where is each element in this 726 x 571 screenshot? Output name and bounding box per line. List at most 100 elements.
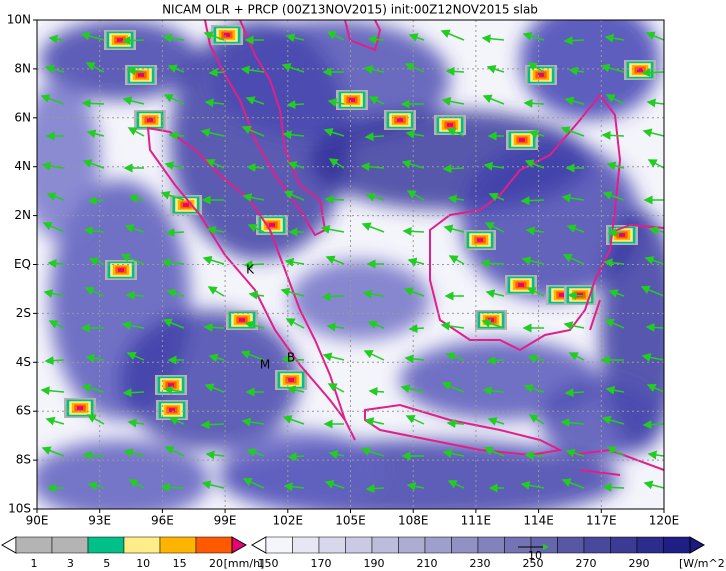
wind-arrow — [520, 196, 545, 206]
wind-arrow — [360, 162, 385, 172]
wind-arrow — [528, 129, 545, 139]
legend-swatch — [477, 536, 505, 554]
plot-area — [37, 20, 664, 509]
precip-label: 5 — [103, 557, 110, 570]
wind-arrow — [168, 416, 185, 426]
wind-arrow — [443, 224, 465, 234]
wind-arrow — [81, 383, 105, 393]
wind-arrow — [85, 353, 105, 363]
wind-arrow — [328, 450, 345, 459]
olr-label: 210 — [417, 557, 438, 570]
precip-cell — [288, 378, 294, 382]
wind-arrow — [324, 194, 345, 204]
wind-arrow — [442, 449, 465, 458]
lon-label: 93E — [88, 514, 111, 528]
wind-arrow — [80, 31, 105, 41]
wind-arrow — [405, 129, 425, 139]
wind-vectors — [40, 29, 664, 494]
wind-arrow — [285, 318, 305, 329]
wind-arrow — [44, 356, 65, 366]
wind-arrow — [244, 320, 265, 330]
precip-label: 3 — [67, 557, 74, 570]
wind-arrow — [642, 420, 664, 430]
wind-arrow — [284, 257, 305, 267]
wind-arrow — [208, 353, 225, 363]
wind-arrow — [283, 190, 305, 201]
wind-arrow — [204, 98, 225, 108]
wind-arrow — [524, 159, 545, 169]
wind-arrow — [246, 448, 265, 457]
wind-arrow — [600, 63, 625, 73]
wind-arrow — [326, 322, 345, 332]
wind-arrow — [205, 450, 225, 460]
wind-arrow — [564, 96, 585, 106]
wind-arrow — [321, 292, 345, 302]
wind-arrow — [445, 352, 465, 361]
wind-arrow — [601, 130, 625, 140]
lat-label: 2S — [16, 306, 31, 320]
wind-arrow — [320, 224, 345, 234]
wind-arrow — [285, 33, 305, 43]
wind-arrow — [561, 478, 585, 489]
wind-arrow — [121, 320, 145, 330]
wind-arrow — [240, 65, 265, 75]
lat-label: 8N — [14, 61, 31, 75]
wind-arrow — [368, 387, 385, 397]
wind-arrow — [406, 481, 425, 491]
precip-cell — [619, 233, 625, 237]
wind-arrow — [165, 228, 185, 238]
wind-arrow — [485, 289, 505, 299]
legend-swatch — [451, 536, 479, 554]
wind-arrow — [641, 352, 664, 362]
wind-arrow — [603, 258, 625, 268]
wind-arrow — [526, 287, 545, 297]
wind-arrow — [248, 290, 265, 300]
wind-arrow — [482, 94, 505, 105]
wind-arrow — [246, 162, 265, 172]
wind-arrow — [160, 482, 185, 492]
wind-arrow — [406, 190, 425, 201]
wind-arrow — [125, 290, 145, 300]
wind-arrow — [41, 446, 65, 457]
wind-arrow — [200, 420, 225, 430]
wind-arrow — [361, 222, 385, 233]
wind-arrow — [206, 225, 225, 235]
wind-arrow — [642, 128, 664, 138]
wind-arrow — [166, 288, 185, 298]
wind-arrow — [203, 31, 225, 41]
olr-label: 290 — [629, 557, 650, 570]
wind-arrow — [200, 128, 225, 138]
wind-arrow — [568, 66, 585, 76]
wind-arrow — [160, 190, 185, 201]
legend-swatch — [424, 536, 452, 554]
title: NICAM OLR + PRCP (00Z13NOV2015) init:00Z… — [162, 3, 538, 17]
precip-cell — [239, 318, 245, 322]
wind-arrow — [367, 320, 385, 329]
precip-cell — [138, 73, 144, 77]
wind-arrow — [486, 356, 505, 366]
wind-arrow — [528, 414, 545, 425]
wind-arrow — [483, 161, 505, 171]
wind-arrow — [124, 224, 145, 233]
wind-arrow — [202, 255, 225, 265]
wind-arrow — [446, 418, 465, 428]
wind-arrow — [607, 228, 625, 237]
wind-arrow — [483, 446, 505, 457]
legend-swatch — [583, 536, 611, 554]
wind-arrow — [565, 448, 585, 458]
wind-arrow — [446, 127, 465, 137]
wind-arrow — [83, 226, 105, 236]
wind-arrow — [42, 221, 65, 233]
wind-arrow — [405, 415, 425, 425]
precip-cell — [447, 123, 453, 127]
wind-arrow — [85, 62, 105, 73]
wind-arrow — [400, 384, 425, 394]
wind-arrow — [280, 287, 305, 297]
vietnam-coast — [344, 20, 382, 52]
wind-arrow — [360, 446, 385, 457]
wind-arrow — [168, 131, 185, 141]
wind-arrow — [325, 255, 345, 265]
legends: 1 3 5 10 15 20 [mm/h]150 170 190 210 230 250 270 290 [… — [0, 536, 726, 570]
wind-arrow — [524, 450, 545, 460]
